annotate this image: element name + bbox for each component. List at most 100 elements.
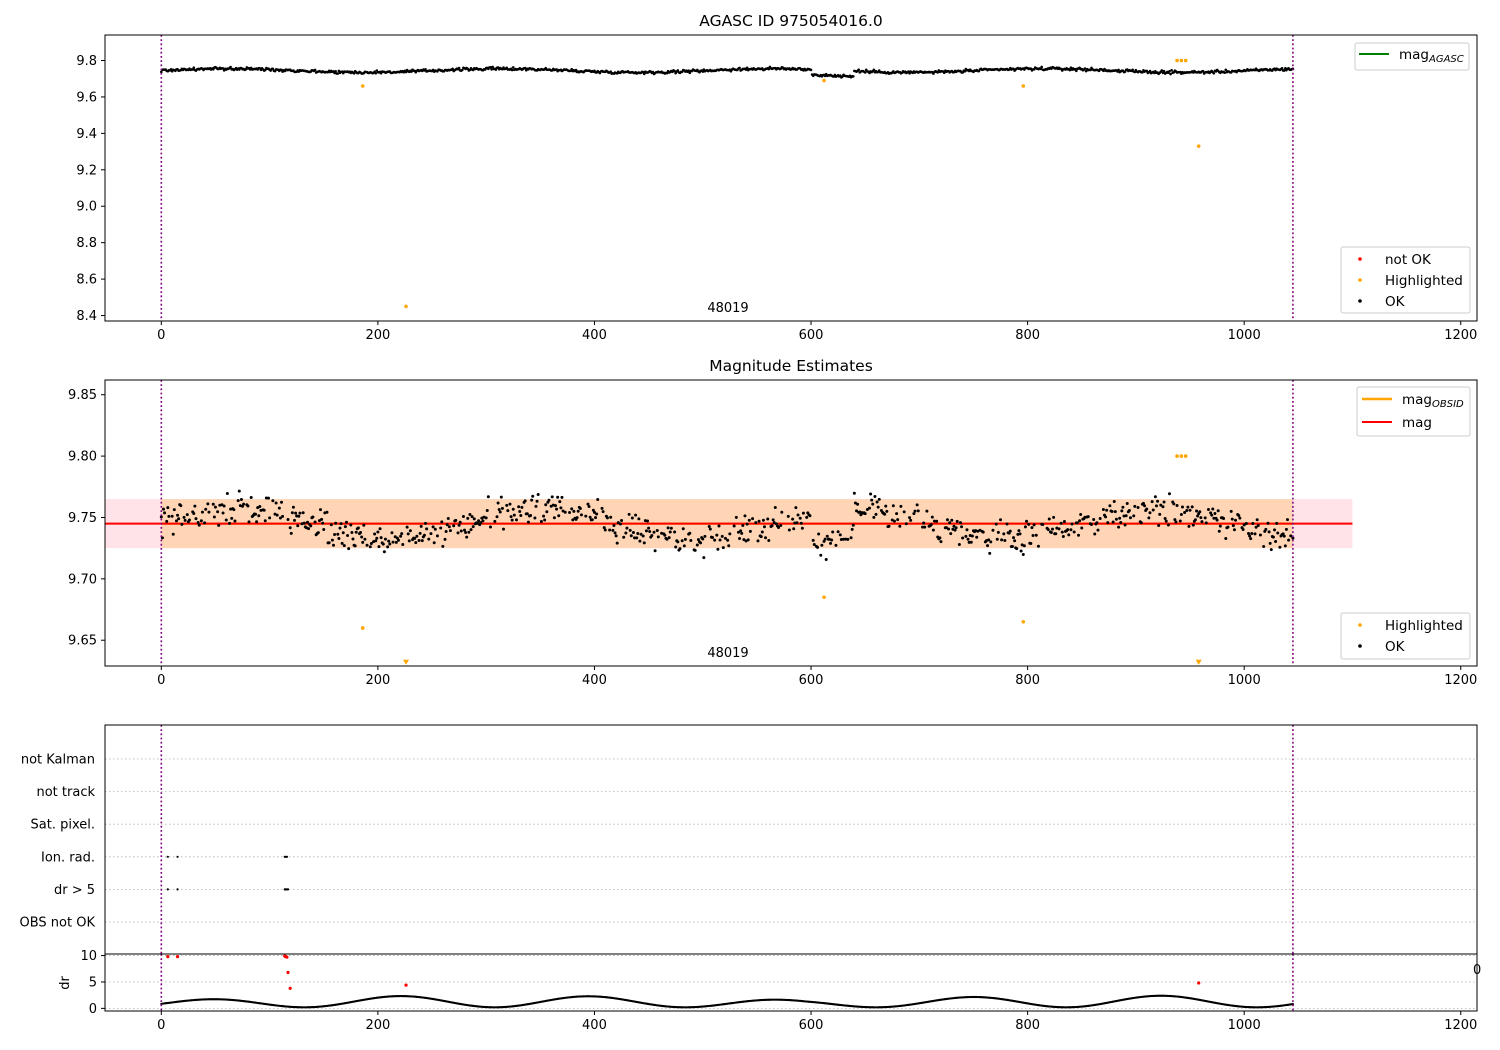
ok-point — [1032, 523, 1036, 527]
ok-point — [939, 540, 943, 544]
ok-point — [816, 545, 820, 549]
ok-point — [415, 534, 419, 538]
ok-point — [530, 498, 534, 502]
x-tick-label: 600 — [799, 673, 824, 688]
ok-point — [275, 513, 279, 517]
ok-point — [1179, 513, 1183, 517]
ok-point — [359, 531, 363, 535]
ok-point — [656, 535, 660, 539]
ok-point — [842, 537, 846, 541]
ok-point — [856, 502, 860, 506]
ok-point — [636, 532, 640, 536]
x-tick-label: 400 — [582, 673, 607, 688]
ok-point — [1223, 71, 1226, 74]
ok-point — [560, 495, 564, 499]
ok-point — [612, 524, 616, 528]
ok-point — [1018, 532, 1022, 536]
ok-point — [539, 520, 543, 524]
ok-point — [741, 524, 745, 528]
y-tick-label: 10 — [80, 949, 97, 964]
ok-point — [701, 537, 705, 541]
ok-point — [1148, 511, 1152, 515]
ok-point — [1224, 68, 1228, 72]
ok-point — [262, 508, 266, 512]
ok-point — [708, 527, 712, 531]
ok-point — [447, 525, 451, 529]
ok-point — [432, 541, 436, 545]
ok-point — [904, 522, 908, 526]
ok-point — [1077, 533, 1081, 537]
y-tick-label: 9.85 — [68, 388, 97, 403]
ok-point — [844, 537, 848, 541]
dr-high-point — [175, 955, 180, 959]
ok-point — [767, 538, 771, 542]
ok-point — [296, 524, 300, 528]
ok-point — [180, 522, 184, 526]
ok-point — [800, 526, 804, 530]
ok-point — [1158, 512, 1162, 516]
ok-point — [1054, 532, 1058, 536]
ok-point — [912, 512, 916, 516]
ok-point — [673, 530, 677, 534]
ok-point — [935, 519, 939, 523]
ok-point — [627, 512, 631, 516]
ok-point — [199, 519, 203, 523]
y-tick-label: 8.4 — [76, 309, 97, 324]
ok-point — [964, 534, 968, 538]
ok-point — [1141, 501, 1145, 505]
ok-point — [414, 541, 418, 545]
legend-ok-label: OK — [1385, 639, 1406, 655]
ok-point — [519, 514, 523, 518]
ok-point — [1002, 532, 1006, 536]
ok-point — [459, 529, 463, 533]
ok-point — [1247, 532, 1251, 536]
ok-point — [476, 521, 480, 525]
ok-point — [187, 518, 191, 522]
ok-point — [213, 505, 217, 509]
ok-point — [338, 526, 342, 530]
ok-point — [342, 544, 346, 548]
ok-point — [1274, 539, 1278, 543]
ok-point — [831, 530, 835, 534]
ok-point — [680, 539, 684, 543]
ok-point — [334, 69, 337, 73]
ok-point — [356, 526, 360, 530]
ok-point — [501, 527, 505, 531]
ok-point — [922, 521, 926, 525]
ok-point — [1224, 537, 1228, 541]
ok-point — [465, 535, 469, 539]
ok-point — [394, 540, 398, 544]
ok-point — [715, 533, 719, 537]
ok-point — [622, 535, 626, 539]
ok-point — [981, 530, 985, 534]
ok-point — [822, 539, 826, 543]
y-tick-label: 9.4 — [76, 127, 97, 142]
panel-agasc-frame — [104, 34, 1478, 322]
ok-point — [994, 522, 998, 526]
ok-point — [570, 507, 574, 511]
ok-point — [717, 524, 721, 528]
ok-point — [517, 505, 521, 509]
ok-point — [511, 507, 515, 511]
ok-point — [558, 500, 562, 504]
ok-point — [1271, 535, 1275, 539]
legend-ok-label: OK — [1385, 294, 1406, 310]
ok-point — [653, 549, 657, 553]
ok-point — [925, 509, 929, 513]
ok-point — [1266, 521, 1270, 525]
ok-point — [1080, 526, 1084, 530]
highlighted-out-of-range-marker — [1195, 659, 1202, 665]
ok-point — [600, 506, 604, 510]
ok-point — [194, 517, 198, 521]
ok-point — [853, 501, 857, 505]
ok-point — [391, 540, 395, 544]
ok-point — [915, 503, 919, 507]
ok-point — [318, 508, 322, 512]
ok-point — [390, 531, 394, 535]
ok-point — [309, 524, 313, 528]
ok-point — [1238, 516, 1242, 520]
ok-point — [578, 506, 582, 510]
ok-point — [1031, 534, 1035, 538]
ok-point — [575, 516, 579, 520]
